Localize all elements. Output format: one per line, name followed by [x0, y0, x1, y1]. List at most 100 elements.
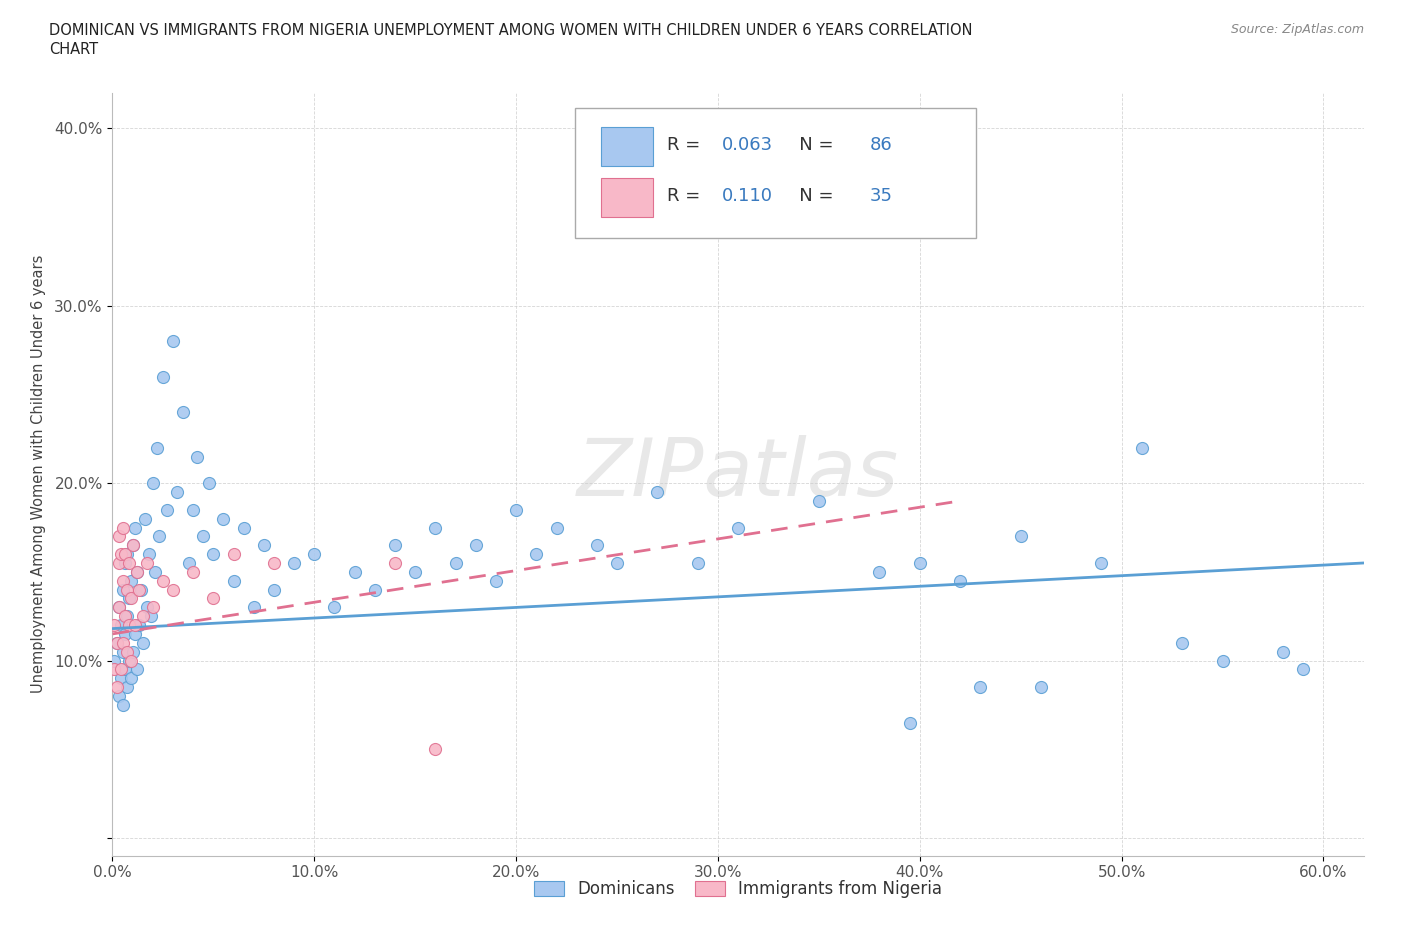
Point [384, 538, 406, 552]
Point [135, 555, 157, 570]
Point [485, 573, 508, 588]
Point [111, 644, 134, 659]
Point [444, 555, 467, 570]
Point [107, 600, 129, 615]
Point [1212, 653, 1234, 668]
Point [586, 538, 609, 552]
Point [343, 565, 366, 579]
Point [121, 538, 143, 552]
Point [117, 653, 139, 668]
Point [1292, 662, 1315, 677]
Point [115, 680, 138, 695]
Point [222, 547, 245, 562]
Point [263, 555, 285, 570]
Point [1090, 555, 1112, 570]
Point [114, 555, 136, 570]
Point [110, 662, 132, 677]
Point [120, 591, 142, 605]
Point [115, 644, 138, 659]
Point [120, 573, 142, 588]
Point [1010, 529, 1032, 544]
Point [222, 573, 245, 588]
Text: DOMINICAN VS IMMIGRANTS FROM NIGERIA UNEMPLOYMENT AMONG WOMEN WITH CHILDREN UNDE: DOMINICAN VS IMMIGRANTS FROM NIGERIA UNE… [49, 23, 973, 38]
Point [1171, 635, 1194, 650]
Point [148, 529, 170, 544]
Point [110, 671, 132, 685]
Text: 35: 35 [869, 187, 893, 205]
Point [162, 582, 184, 597]
Text: R =: R = [666, 136, 706, 153]
Point [202, 591, 225, 605]
Point [114, 609, 136, 624]
Point [212, 512, 235, 526]
Point [242, 600, 264, 615]
Point [263, 582, 285, 597]
Text: N =: N = [782, 136, 839, 153]
Point [524, 547, 547, 562]
Point [283, 555, 305, 570]
Point [152, 369, 174, 384]
FancyBboxPatch shape [600, 178, 652, 218]
Point [121, 538, 143, 552]
Point [115, 582, 138, 597]
Point [120, 671, 142, 685]
Point [125, 662, 148, 677]
Point [425, 520, 447, 535]
Point [110, 618, 132, 632]
Point [198, 476, 221, 491]
Point [117, 555, 139, 570]
Legend: Dominicans, Immigrants from Nigeria: Dominicans, Immigrants from Nigeria [527, 873, 949, 905]
Point [134, 512, 156, 526]
Point [505, 502, 527, 517]
Point [172, 405, 194, 419]
Text: CHART: CHART [49, 42, 98, 57]
Point [132, 609, 155, 624]
Point [105, 635, 128, 650]
Point [105, 680, 128, 695]
Point [898, 715, 921, 730]
Point [117, 591, 139, 605]
Point [115, 547, 138, 562]
Point [179, 555, 201, 570]
Point [181, 502, 204, 517]
Point [143, 565, 166, 579]
Point [111, 582, 134, 597]
Text: R =: R = [666, 187, 711, 205]
Point [114, 547, 136, 562]
Point [162, 334, 184, 349]
Point [404, 565, 426, 579]
Point [232, 520, 254, 535]
Point [202, 547, 225, 562]
Point [949, 573, 972, 588]
Point [128, 618, 150, 632]
Point [146, 440, 169, 455]
Point [868, 565, 890, 579]
Point [364, 582, 387, 597]
Point [107, 688, 129, 703]
Point [138, 547, 160, 562]
Point [132, 635, 155, 650]
Point [107, 529, 129, 544]
Point [304, 547, 326, 562]
Point [1272, 644, 1295, 659]
Point [606, 555, 628, 570]
Point [128, 582, 150, 597]
Point [727, 520, 749, 535]
Point [125, 565, 148, 579]
Point [107, 600, 129, 615]
Point [114, 662, 136, 677]
Point [807, 494, 830, 509]
Point [103, 618, 125, 632]
Point [193, 529, 215, 544]
Text: 0.110: 0.110 [721, 187, 773, 205]
Text: Source: ZipAtlas.com: Source: ZipAtlas.com [1230, 23, 1364, 36]
Point [129, 582, 152, 597]
FancyBboxPatch shape [600, 126, 652, 166]
Point [135, 600, 157, 615]
Point [1029, 680, 1052, 695]
Point [323, 600, 346, 615]
Point [908, 555, 931, 570]
Point [110, 547, 132, 562]
Text: 0.063: 0.063 [721, 136, 773, 153]
Point [105, 635, 128, 650]
